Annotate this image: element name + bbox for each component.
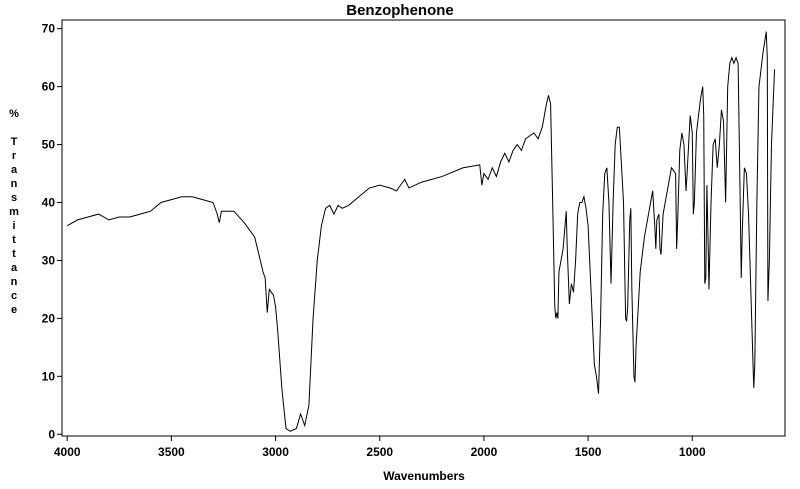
x-tick-label: 4000 [54, 445, 81, 459]
plot-frame [61, 19, 786, 437]
y-tick-label: 40 [42, 196, 56, 210]
y-tick-label: 50 [42, 138, 56, 152]
y-tick-label: 60 [42, 80, 56, 94]
x-tick-label: 2000 [471, 445, 498, 459]
x-axis-label: Wavenumbers [383, 469, 465, 483]
y-axis-label: % Transmittance [8, 108, 20, 318]
spectrum-line [66, 31, 776, 432]
x-tick-label: 3500 [158, 445, 185, 459]
x-tick-label: 1500 [575, 445, 602, 459]
x-tick-label: 1000 [679, 445, 706, 459]
y-tick-label: 70 [42, 22, 56, 36]
x-tick-label: 3000 [262, 445, 289, 459]
y-tick-label: 20 [42, 311, 56, 325]
y-tick-label: 10 [42, 369, 56, 383]
x-tick-label: 2500 [366, 445, 393, 459]
y-tick-label: 30 [42, 253, 56, 267]
y-tick-label: 0 [48, 427, 55, 441]
chart-title: Benzophenone [346, 2, 454, 19]
